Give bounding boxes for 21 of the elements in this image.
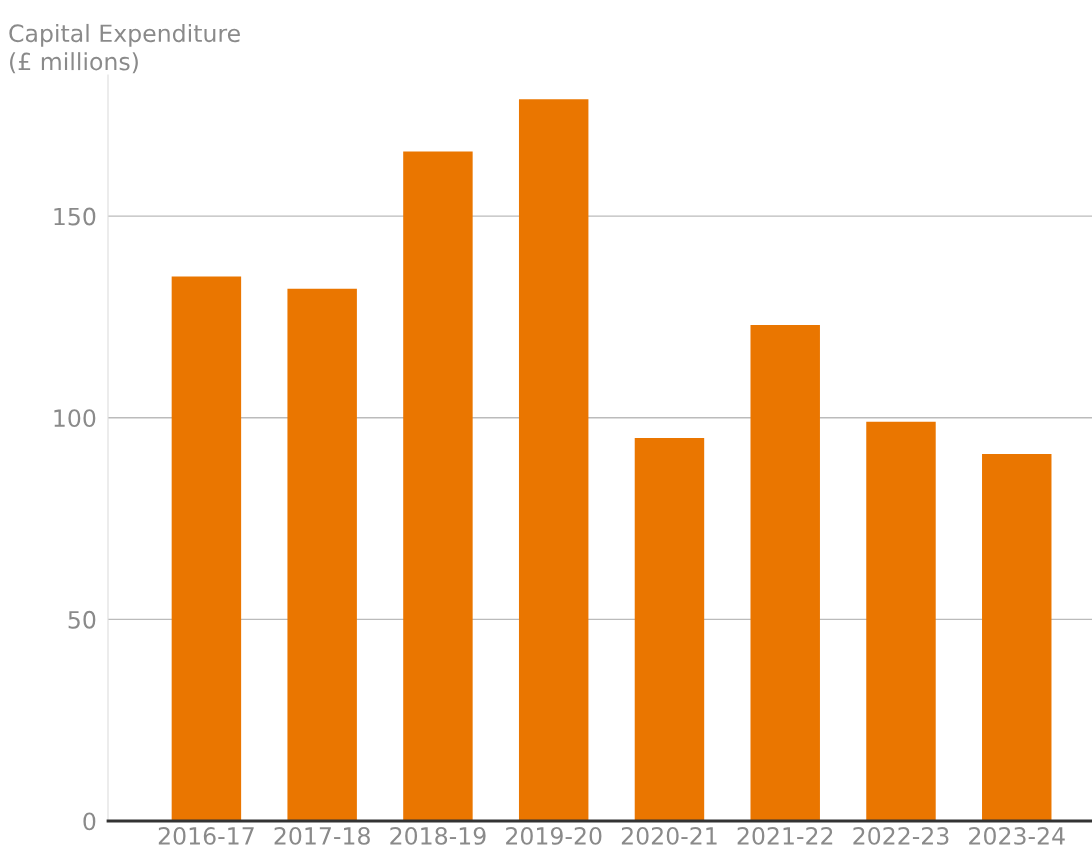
x-tick-label: 2020-21 — [621, 826, 717, 845]
y-tick-label: 100 — [54, 409, 96, 428]
y-axis-title: Capital Expenditure (£ millions) — [9, 23, 240, 74]
bar — [287, 288, 357, 821]
x-tick-label: 2023-24 — [969, 826, 1065, 845]
y-tick-label: 50 — [68, 610, 96, 629]
bar — [171, 276, 242, 821]
x-tick-label: 2018-19 — [390, 826, 486, 845]
bar — [750, 325, 820, 821]
y-tick-label: 0 — [83, 812, 96, 831]
x-tick-label: 2016-17 — [158, 826, 254, 845]
bar — [518, 99, 589, 821]
x-tick-label: 2022-23 — [853, 826, 949, 845]
x-tick-label: 2021-22 — [737, 826, 833, 845]
bar — [982, 454, 1052, 821]
bar — [866, 421, 936, 821]
bar — [634, 437, 705, 821]
bar — [403, 151, 473, 821]
y-tick-label: 150 — [54, 207, 96, 226]
x-tick-label: 2017-18 — [274, 826, 370, 845]
x-tick-label: 2019-20 — [506, 826, 602, 845]
